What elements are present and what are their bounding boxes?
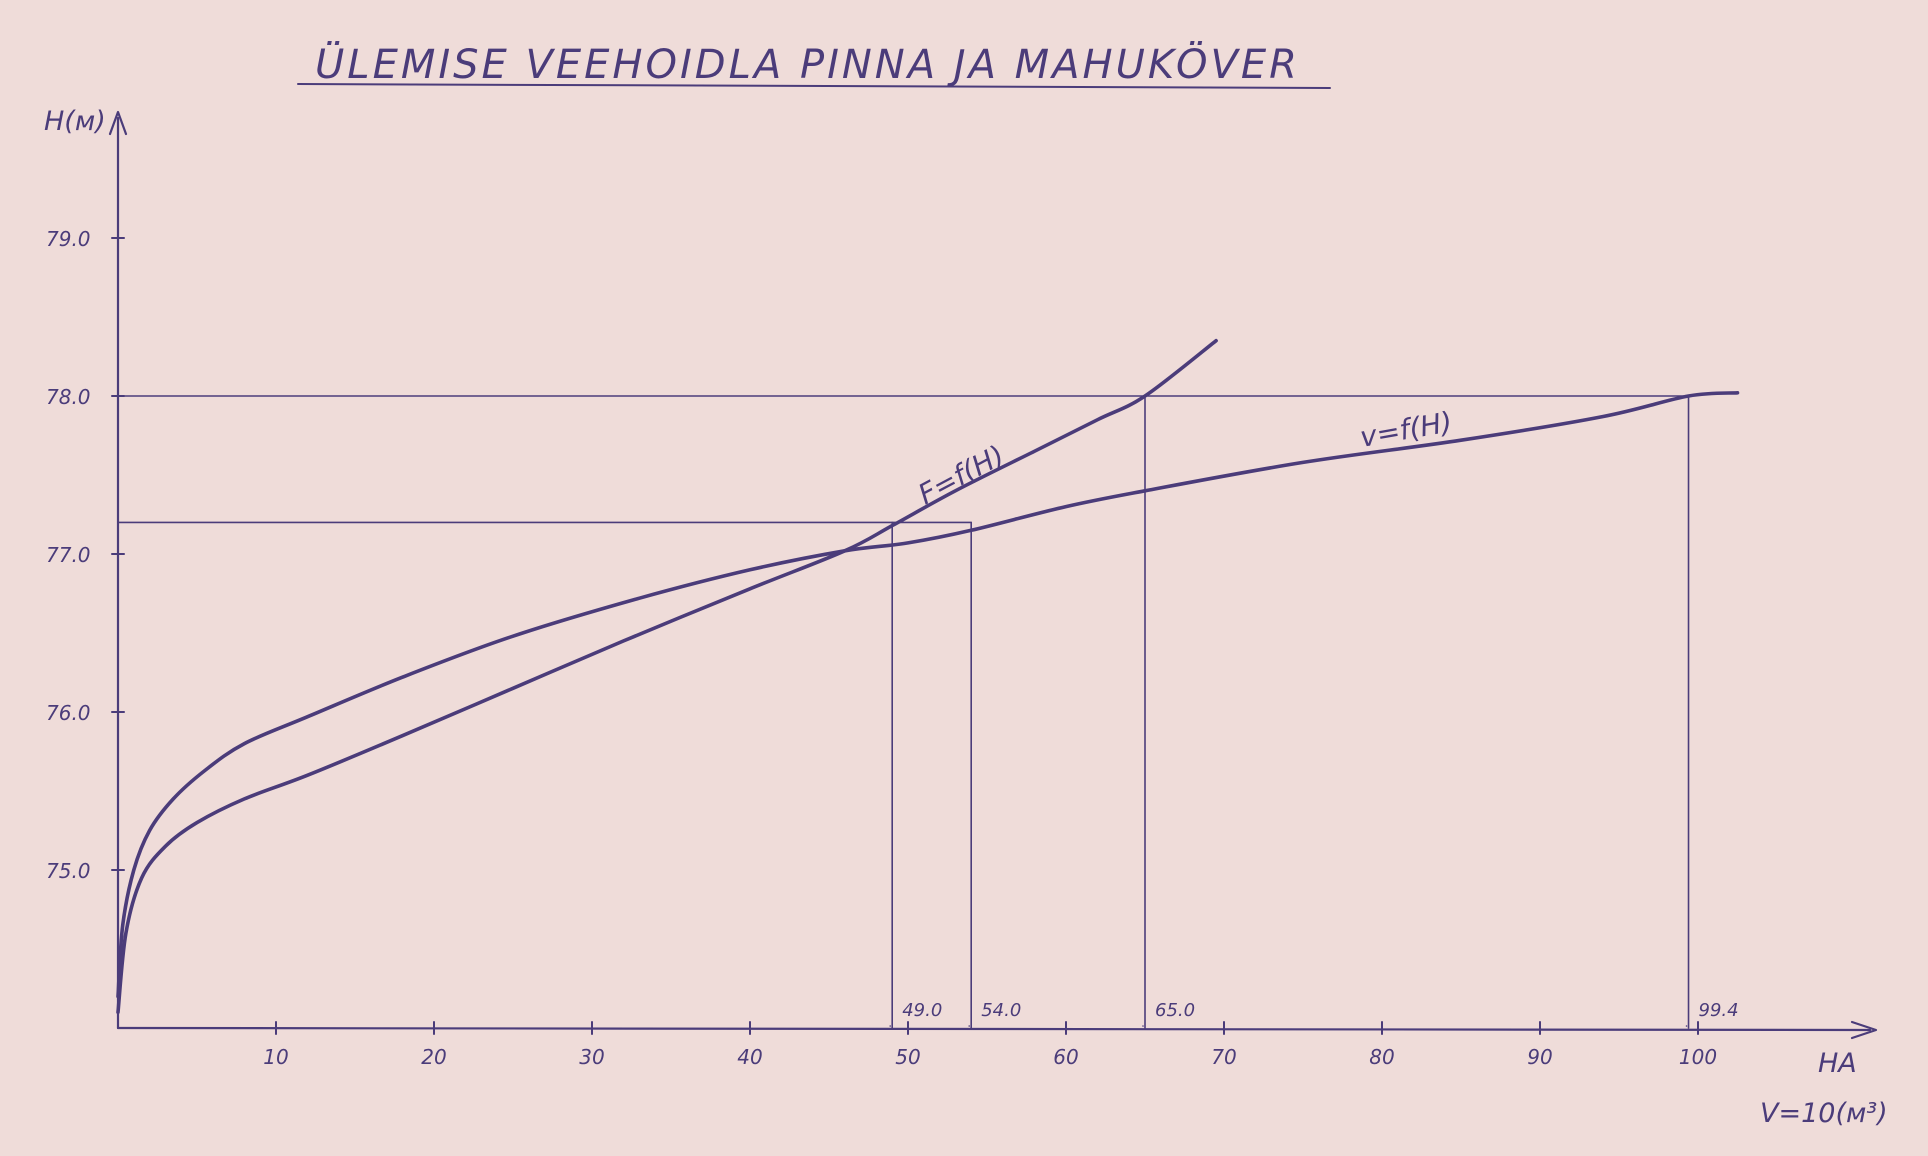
title-underline	[297, 83, 1331, 89]
x-tick-label: 90	[1527, 1045, 1552, 1069]
x-tick-label: 10	[263, 1045, 288, 1069]
y-tick-label: 76.0	[46, 701, 91, 725]
series-line-area	[116, 338, 1218, 1014]
y-tick-label: 77.0	[46, 543, 91, 567]
x-tick-label: 20	[421, 1045, 446, 1069]
reference-value-label: 54.0	[981, 1000, 1021, 1021]
y-tick-label: 79.0	[46, 227, 91, 251]
x-axis-label: HA	[1818, 1048, 1857, 1079]
x-tick-label: 50	[895, 1045, 920, 1069]
x-tick-label: 100	[1679, 1045, 1717, 1069]
y-tick-label: 75.0	[46, 859, 91, 883]
x-tick-label: 70	[1211, 1045, 1236, 1069]
y-axis-label: H(м)	[44, 106, 106, 137]
reference-value-label: 49.0	[902, 1000, 942, 1021]
x-tick-label: 30	[579, 1045, 604, 1069]
chart-title: ÜLEMISE VEEHOIDLA PINNA JA MAHUKÖVER	[315, 40, 1300, 88]
y-tick-label: 78.0	[46, 385, 91, 409]
reference-value-label: 99.4	[1699, 1000, 1739, 1021]
series-label-area: F=f(H)	[913, 439, 1010, 511]
x-tick-label: 60	[1053, 1045, 1078, 1069]
series-line-volume	[116, 391, 1740, 999]
x-tick-label: 80	[1369, 1045, 1394, 1069]
x-ticks: 10 20 30 40 50 60 70 80 90 100	[263, 1021, 1717, 1069]
x-axis	[116, 1026, 1872, 1032]
y-ticks: 75.0 76.0 77.0 78.0 79.0	[46, 227, 125, 883]
reference-value-label: 65.0	[1155, 1000, 1195, 1021]
y-axis-arrow	[108, 110, 128, 136]
x-tick-label: 40	[737, 1045, 762, 1069]
series-lines	[116, 338, 1740, 1014]
x-axis-label-volume: V=10(м³)	[1760, 1098, 1888, 1129]
reference-lines: 49.0 54.0 65.0 99.4	[117, 395, 1739, 1029]
x-axis-arrow	[1850, 1020, 1878, 1040]
